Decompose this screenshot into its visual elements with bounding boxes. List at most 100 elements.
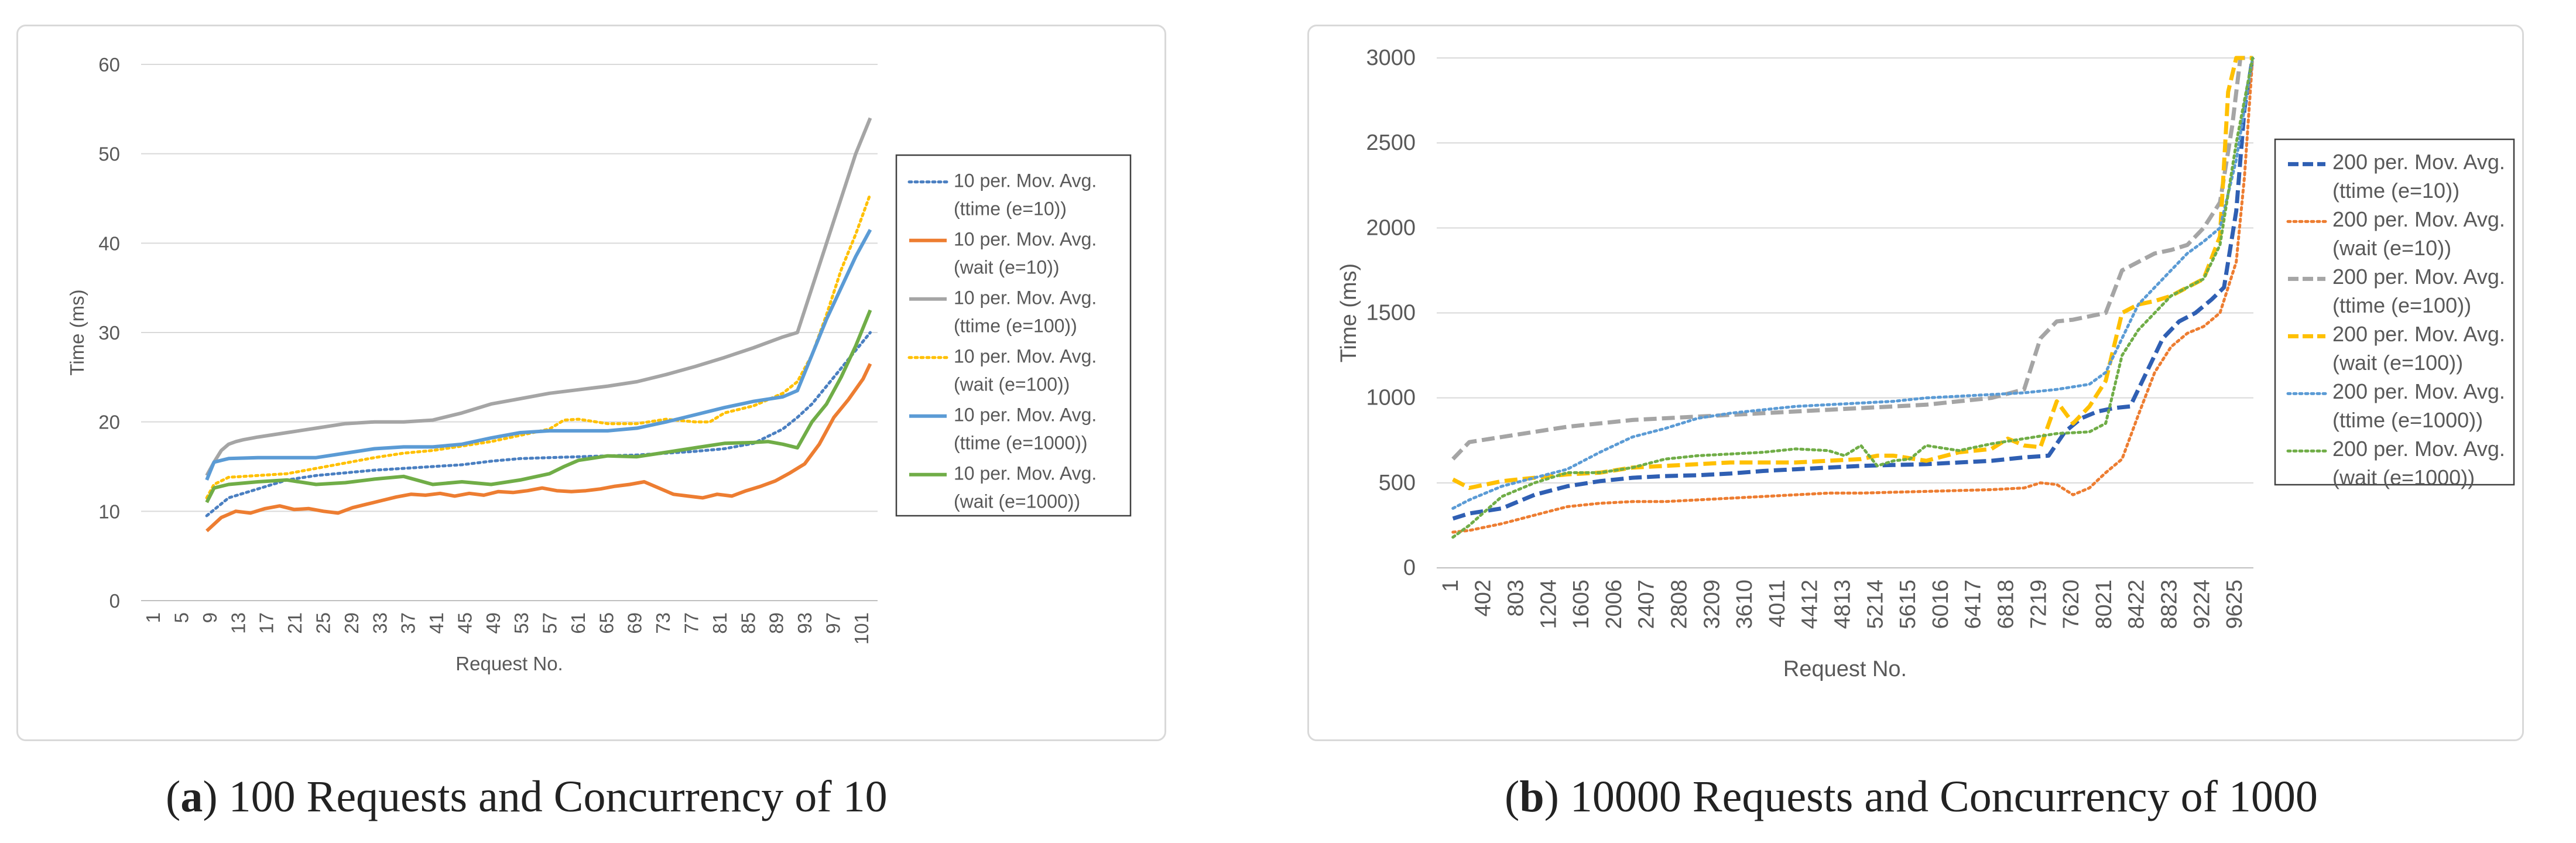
caption-a-text: 100 Requests and Concurrency of 10 bbox=[228, 772, 888, 821]
chart-a-x-tick-label: 37 bbox=[398, 612, 419, 634]
chart-a-x-tick-label: 61 bbox=[567, 612, 589, 634]
chart-a-x-tick-label: 9 bbox=[199, 612, 221, 623]
chart-b-series-line-2 bbox=[1451, 56, 2255, 534]
chart-a-x-tick-label: 25 bbox=[313, 612, 334, 634]
chart-a-x-tick-label: 29 bbox=[341, 612, 362, 634]
chart-b-x-tick-label: 2407 bbox=[1635, 580, 1659, 629]
chart-a-x-tick-label: 45 bbox=[454, 612, 475, 634]
chart-a-x-tick-label: 49 bbox=[482, 612, 504, 634]
chart-a-x-tick-label: 17 bbox=[256, 612, 278, 634]
chart-b-x-tick-label: 6818 bbox=[1994, 580, 2019, 629]
chart-a-y-tick-label: 0 bbox=[109, 590, 120, 612]
chart-b-x-tick-label: 6417 bbox=[1961, 580, 1986, 629]
chart-b-x-tick-label: 3610 bbox=[1732, 580, 1757, 629]
chart-b-y-tick-label: 2500 bbox=[1366, 131, 1416, 155]
chart-b-x-tick-label: 8422 bbox=[2125, 580, 2149, 629]
chart-b-x-tick-label: 5615 bbox=[1896, 580, 1920, 629]
chart-b-series-line-4 bbox=[1452, 56, 2253, 490]
chart-a-legend-label-5: 10 per. Mov. Avg. (ttime (e=1000)) bbox=[954, 404, 1097, 453]
chart-b-x-tick-label: 803 bbox=[1504, 580, 1529, 616]
chart-b-y-tick-label: 1000 bbox=[1366, 386, 1416, 410]
caption-a: (a) 100 Requests and Concurrency of 10 bbox=[166, 772, 888, 821]
chart-a-x-tick-label: 53 bbox=[511, 612, 532, 634]
chart-a-y-tick-label: 60 bbox=[98, 54, 120, 76]
chart-a-x-tick-label: 77 bbox=[681, 612, 703, 634]
chart-b-legend-label-4: 200 per. Mov. Avg. (wait (e=100)) bbox=[2332, 322, 2505, 375]
chart-a-x-tick-label: 5 bbox=[171, 612, 193, 623]
chart-b-legend-box bbox=[2274, 138, 2515, 486]
chart-b-legend-label-5: 200 per. Mov. Avg. (ttime (e=1000)) bbox=[2332, 379, 2505, 432]
chart-b-x-tick-label: 402 bbox=[1471, 580, 1496, 616]
chart-a-x-tick-label: 21 bbox=[284, 612, 306, 634]
chart-b: 0 500 1000 1500 2000 2500 3000 1 402 803 1204 1605 2… bbox=[1337, 46, 2515, 681]
chart-a-x-tick-label: 73 bbox=[652, 612, 674, 634]
chart-a-series-line-1 bbox=[205, 331, 872, 518]
caption-b-label: b bbox=[1519, 772, 1544, 821]
chart-b-x-tick-label: 4813 bbox=[1831, 580, 1855, 629]
chart-a-x-tick-label: 85 bbox=[737, 612, 759, 634]
chart-b-x-tick-label: 4412 bbox=[1798, 580, 1823, 629]
chart-a-x-tick-label: 101 bbox=[851, 612, 872, 645]
chart-a-legend-label-1: 10 per. Mov. Avg. (ttime (e=10)) bbox=[954, 170, 1097, 219]
chart-b-y-axis-title: Time (ms) bbox=[1337, 263, 1361, 363]
chart-a-legend-label-6: 10 per. Mov. Avg. (wait (e=1000)) bbox=[954, 462, 1097, 512]
chart-a-x-tick-label: 69 bbox=[624, 612, 646, 634]
chart-a-x-tick-label: 65 bbox=[595, 612, 617, 634]
chart-b-x-tick-label: 3209 bbox=[1700, 580, 1724, 629]
chart-b-x-tick-label: 9224 bbox=[2190, 580, 2214, 629]
chart-a-y-tick-label: 20 bbox=[98, 412, 120, 433]
chart-a-x-tick-label: 81 bbox=[709, 612, 731, 634]
chart-b-legend-label-2: 200 per. Mov. Avg. (wait (e=10)) bbox=[2332, 207, 2505, 260]
chart-b-y-tick-label: 0 bbox=[1403, 556, 1416, 580]
chart-a-x-tick-label: 13 bbox=[227, 612, 249, 634]
chart-b-plot-area bbox=[1451, 56, 2255, 539]
chart-b-series-line-1 bbox=[1452, 57, 2255, 521]
caption-b-text: 10000 Requests and Concurrency of 1000 bbox=[1570, 772, 2318, 821]
chart-b-x-tick-label: 8823 bbox=[2157, 580, 2182, 629]
chart-b-x-tick-label: 9625 bbox=[2222, 580, 2247, 629]
chart-a-series-line-2 bbox=[205, 363, 872, 533]
chart-b-y-tick-label: 500 bbox=[1379, 471, 1416, 495]
chart-b-y-tick-label: 2000 bbox=[1366, 215, 1416, 240]
chart-b-y-tick-label: 1500 bbox=[1366, 301, 1416, 325]
chart-b-legend-label-6: 200 per. Mov. Avg. (wait (e=1000)) bbox=[2332, 437, 2505, 489]
chart-a-x-tick-label: 33 bbox=[369, 612, 390, 634]
caption-a-label: a bbox=[180, 772, 203, 821]
chart-b-x-axis-title: Request No. bbox=[1783, 657, 1907, 681]
chart-b-x-tick-label: 1 bbox=[1438, 580, 1463, 592]
chart-a-plot-area bbox=[205, 117, 872, 533]
chart-b-series-line-6 bbox=[1451, 56, 2255, 539]
chart-b-y-tick-label: 3000 bbox=[1366, 46, 1416, 70]
caption-b: (b) 10000 Requests and Concurrency of 10… bbox=[1505, 772, 2318, 821]
chart-a-y-tick-label: 50 bbox=[98, 143, 120, 165]
chart-a: 0 10 20 30 40 50 60 1 5 9 13 17 21 25 29 33 37 41 45 49 53 57… bbox=[66, 54, 1132, 674]
chart-b-x-tick-label: 5214 bbox=[1863, 580, 1888, 629]
chart-b-legend-label-3: 200 per. Mov. Avg. (ttime (e=100)) bbox=[2332, 265, 2505, 317]
chart-a-panel: 0 10 20 30 40 50 60 1 5 9 13 17 21 25 29 33 37 41 45 49 53 57… bbox=[16, 25, 1166, 741]
chart-b-x-tick-label: 2808 bbox=[1667, 580, 1692, 629]
chart-a-legend-label-4: 10 per. Mov. Avg. (wait (e=100)) bbox=[954, 345, 1097, 395]
chart-b-series-line-3 bbox=[1451, 56, 2253, 461]
chart-a-x-tick-label: 1 bbox=[142, 612, 164, 623]
chart-b-legend-label-1: 200 per. Mov. Avg. (ttime (e=10)) bbox=[2332, 150, 2505, 203]
chart-b-x-tick-label: 4011 bbox=[1765, 580, 1790, 628]
chart-b-x-tick-label: 1605 bbox=[1569, 580, 1594, 629]
chart-a-series-line-3 bbox=[205, 117, 872, 477]
chart-a-legend-box bbox=[895, 154, 1132, 517]
chart-a-series-line-5 bbox=[205, 228, 872, 481]
chart-b-x-tick-label: 7219 bbox=[2026, 580, 2051, 629]
chart-a-x-tick-label: 89 bbox=[766, 612, 787, 634]
chart-a-y-tick-label: 40 bbox=[98, 232, 120, 254]
chart-a-x-axis-title: Request No. bbox=[455, 653, 563, 674]
chart-a-x-tick-label: 41 bbox=[426, 612, 447, 634]
chart-a-y-tick-label: 10 bbox=[98, 501, 120, 522]
chart-a-legend-label-2: 10 per. Mov. Avg. (wait (e=10)) bbox=[954, 228, 1097, 277]
chart-a-x-tick-label: 57 bbox=[539, 612, 561, 634]
chart-a-legend-label-3: 10 per. Mov. Avg. (ttime (e=100)) bbox=[954, 287, 1097, 336]
chart-a-series-line-4 bbox=[205, 192, 872, 499]
chart-b-x-tick-label: 7620 bbox=[2059, 580, 2084, 629]
chart-a-x-tick-label: 97 bbox=[822, 612, 844, 634]
chart-a-y-axis-title: Time (ms) bbox=[66, 289, 88, 375]
chart-b-x-tick-label: 8021 bbox=[2092, 580, 2116, 629]
chart-b-x-tick-label: 1204 bbox=[1536, 580, 1561, 629]
